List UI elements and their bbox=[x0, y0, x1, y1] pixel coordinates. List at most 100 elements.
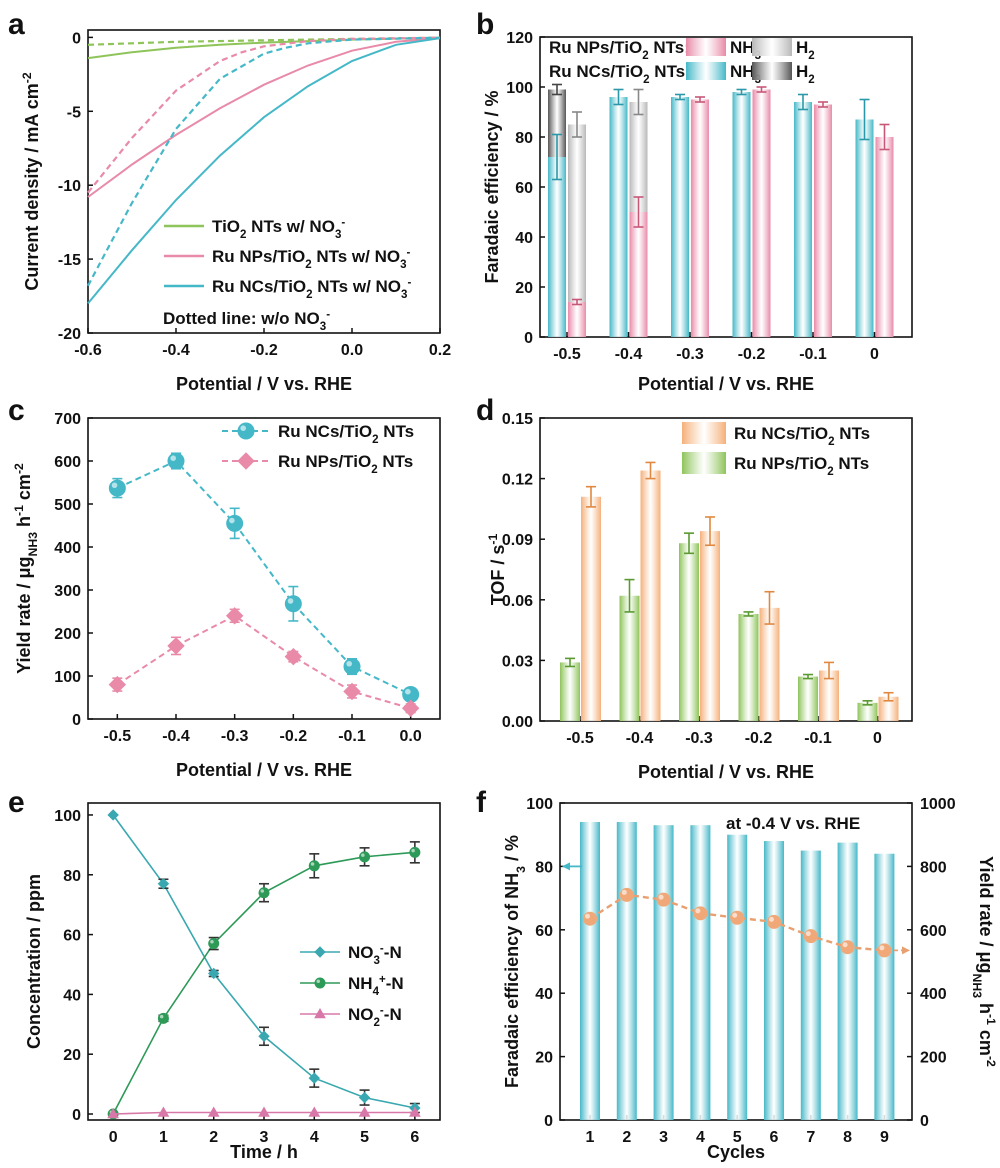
bar-np bbox=[798, 676, 818, 721]
y-tick-label: -20 bbox=[58, 326, 81, 343]
y-tick-label: 400 bbox=[54, 540, 81, 557]
legend-swatch-nh3 bbox=[686, 38, 726, 56]
bar-np-nh3 bbox=[752, 89, 771, 337]
y-tick-label: 0 bbox=[72, 30, 81, 47]
legend-row-label: Ru NCs/TiO2 NTs: bbox=[549, 62, 691, 86]
data-point-highlight bbox=[411, 848, 415, 853]
data-point-highlight bbox=[361, 853, 365, 857]
legend-marker bbox=[314, 946, 326, 958]
legend-swatch-h2 bbox=[752, 62, 792, 80]
y-tick-label: 600 bbox=[54, 454, 81, 471]
y2-tick-label: 200 bbox=[920, 1050, 947, 1067]
yield-point-highlight bbox=[769, 916, 774, 922]
bar-fe bbox=[616, 822, 637, 1120]
x-tick-label: -0.1 bbox=[799, 346, 827, 363]
panel-b: b 0 20 40 60 80 100 120 -0.5 -0.4 -0.3 -0.2 -0.1 0 Pot… bbox=[476, 8, 913, 394]
series-line-4 bbox=[87, 37, 441, 305]
yield-point-highlight bbox=[879, 945, 885, 951]
data-point-highlight bbox=[287, 598, 294, 604]
panel-label-b: b bbox=[476, 8, 494, 41]
x-axis-title: Potential / V vs. RHE bbox=[176, 374, 352, 394]
data-point bbox=[208, 938, 220, 950]
x-tick-label: 7 bbox=[806, 1129, 815, 1146]
yield-point-highlight bbox=[842, 942, 848, 948]
x-tick-label: -0.4 bbox=[162, 342, 190, 359]
y-axis-title: TOF / s-1 bbox=[486, 534, 508, 606]
data-point-highlight bbox=[229, 517, 235, 524]
x-tick-label: 6 bbox=[770, 1129, 779, 1146]
data-point bbox=[308, 1072, 320, 1084]
x-tick-label: -0.3 bbox=[221, 728, 249, 745]
yield-point-highlight bbox=[585, 913, 590, 919]
bar-fe bbox=[837, 842, 858, 1120]
y-tick-label: 120 bbox=[506, 30, 533, 47]
data-point-highlight bbox=[210, 940, 214, 944]
bar-np bbox=[619, 595, 640, 721]
y-tick-label: 100 bbox=[54, 669, 81, 686]
yield-point-highlight bbox=[621, 889, 627, 895]
y-tick-label: -15 bbox=[58, 252, 81, 269]
data-point-highlight bbox=[405, 688, 411, 695]
y-tick-label: 0.06 bbox=[502, 593, 533, 610]
data-point bbox=[225, 607, 244, 625]
bar-np-h2 bbox=[629, 102, 648, 212]
plot-frame bbox=[87, 417, 441, 720]
data-point bbox=[226, 514, 244, 532]
x-tick-label: 5 bbox=[360, 1129, 369, 1146]
legend-label: Ru NPs/TiO2 NTs bbox=[278, 452, 413, 476]
x-tick-label: 0 bbox=[870, 346, 879, 363]
data-point bbox=[157, 878, 170, 890]
x-tick-label: -0.3 bbox=[685, 730, 713, 747]
panel-label-f: f bbox=[476, 786, 487, 819]
legend-h2: H2 bbox=[796, 62, 815, 86]
panel-c: c 0 100 200 300 400 500 600 700 -0.5 -0.4 -0.3 -0.2 -… bbox=[8, 394, 441, 780]
y-tick-label: 0.00 bbox=[502, 714, 533, 731]
data-point bbox=[284, 647, 303, 666]
panel-d: d 0.00 0.03 0.06 0.09 0.12 0.15 -0.5 -0.4 -0.3 -0.… bbox=[476, 394, 913, 782]
yield-point bbox=[693, 906, 708, 921]
x-tick-label: -0.1 bbox=[338, 728, 366, 745]
x-tick-label: 0.0 bbox=[400, 728, 422, 745]
y-axis-title: Faradaic efficiency / % bbox=[482, 90, 502, 283]
legend-swatch-nh3 bbox=[686, 62, 726, 80]
y-tick-label: 20 bbox=[515, 280, 533, 297]
panel-label-c: c bbox=[8, 394, 25, 427]
yield-point-highlight bbox=[658, 894, 664, 900]
plot-frame bbox=[539, 417, 913, 722]
x-tick-label: 0 bbox=[109, 1129, 118, 1146]
legend-marker bbox=[314, 977, 326, 989]
x-tick-label: -0.5 bbox=[104, 728, 132, 745]
y-tick-label: 20 bbox=[63, 1047, 81, 1064]
data-point bbox=[108, 479, 126, 497]
yield-point bbox=[840, 940, 855, 955]
yield-point-highlight bbox=[695, 908, 701, 914]
bar-nc bbox=[700, 531, 720, 721]
legend-label: Ru NPs/TiO2 NTs w/ NO3- bbox=[212, 247, 411, 271]
bar-nc bbox=[581, 496, 601, 721]
bar-np bbox=[560, 662, 580, 721]
x-tick-label: 2 bbox=[622, 1129, 631, 1146]
x-tick-label: -0.6 bbox=[74, 342, 102, 359]
y-tick-label: 20 bbox=[535, 1050, 553, 1067]
x-tick-label: -0.2 bbox=[738, 346, 766, 363]
bar-nc-nh3 bbox=[855, 119, 874, 337]
x-tick-label: 1 bbox=[159, 1129, 168, 1146]
bar-np bbox=[857, 702, 878, 721]
y2-axis-title: Yield rate / μgNH3 h-1 cm-2 bbox=[970, 856, 998, 1067]
data-point-highlight bbox=[310, 862, 315, 866]
y-tick-label: 60 bbox=[515, 180, 533, 197]
data-point bbox=[401, 699, 420, 717]
bar-np-nh3 bbox=[691, 99, 709, 337]
legend-label: NH4+-N bbox=[348, 974, 404, 998]
bar-fe bbox=[727, 834, 748, 1120]
y-tick-label: 60 bbox=[535, 923, 553, 940]
y-tick-label: 200 bbox=[54, 626, 81, 643]
y2-tick-label: 600 bbox=[920, 923, 947, 940]
x-tick-label: -0.5 bbox=[553, 346, 581, 363]
x-axis-title: Time / h bbox=[230, 1142, 298, 1162]
x-tick-label: 4 bbox=[310, 1129, 319, 1146]
x-axis-title: Potential / V vs. RHE bbox=[638, 374, 814, 394]
bar-fe bbox=[580, 822, 600, 1120]
data-point-highlight bbox=[159, 1014, 164, 1019]
